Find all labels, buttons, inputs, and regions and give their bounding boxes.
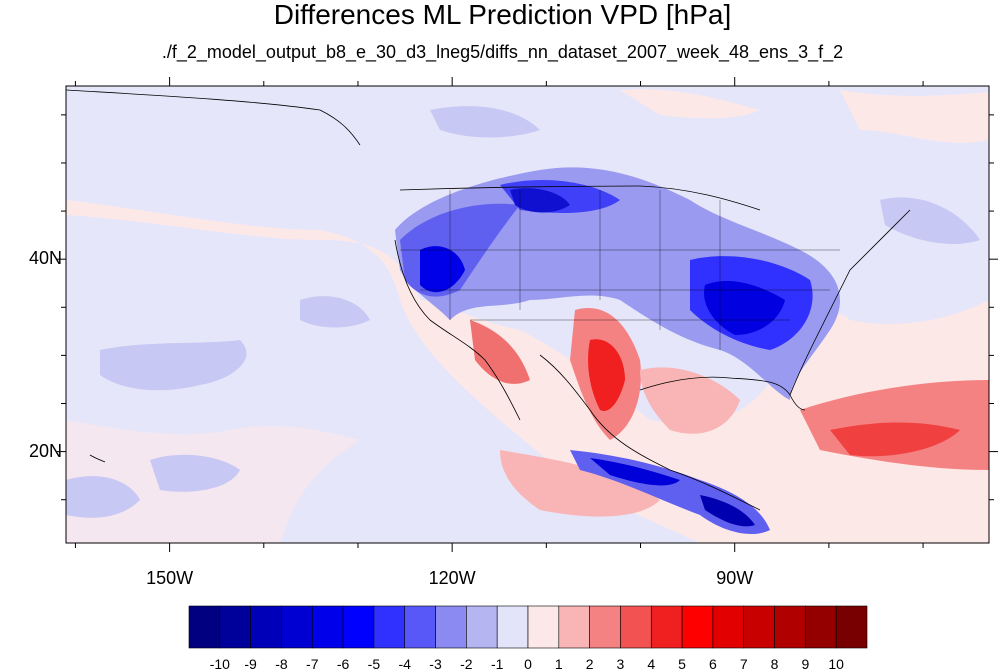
colorbar-swatch (435, 605, 467, 649)
colorbar-label: -10 (209, 656, 230, 672)
colorbar-label: -5 (367, 656, 381, 672)
colorbar-swatch (311, 605, 344, 649)
map-frame (65, 85, 990, 544)
colorbar-label: -8 (275, 656, 288, 672)
colorbar-label: -3 (429, 656, 442, 672)
colorbar-label: 4 (647, 656, 656, 672)
colorbar-swatch (250, 605, 282, 649)
colorbar-label: -9 (244, 656, 257, 672)
colorbar-swatch (712, 605, 745, 649)
colorbar-swatch (404, 605, 436, 649)
colorbar-swatch (589, 605, 621, 649)
colorbar-swatch (835, 605, 868, 649)
map-field (66, 86, 989, 543)
map-subtitle: ./f_2_model_output_b8_e_30_d3_lneg5/diff… (161, 42, 844, 62)
colorbar-swatch (219, 605, 251, 649)
colorbar-swatch (743, 605, 775, 649)
colorbar-swatch (188, 605, 221, 649)
colorbar-swatch (466, 605, 498, 649)
colorbar-label: 10 (828, 656, 844, 672)
colorbar-swatch (650, 605, 683, 649)
positive-anomaly-south (470, 308, 989, 517)
negative-anomaly-central-america (570, 450, 770, 535)
colorbar-swatch (281, 605, 313, 649)
axis-ticks (57, 77, 998, 552)
y-tick-label: 20N (28, 440, 62, 461)
colorbar-label: -4 (398, 656, 411, 672)
colorbar-swatch (805, 605, 837, 649)
x-tick-label: 90W (716, 568, 754, 588)
colorbar-label: 7 (739, 656, 748, 672)
y-tick-label: 40N (28, 248, 62, 269)
colorbar-label: -6 (336, 656, 350, 672)
colorbar-swatch (620, 605, 652, 649)
coastlines (66, 89, 911, 511)
colorbar-swatch (373, 605, 406, 649)
negative-anomaly-us (395, 167, 840, 400)
colorbar-label: -7 (306, 656, 319, 672)
x-tick-label: 120W (428, 568, 476, 588)
x-tick-label: 150W (146, 568, 194, 588)
colorbar-swatch (558, 605, 590, 649)
colorbar (188, 605, 868, 649)
colorbar-label: 8 (770, 656, 779, 672)
colorbar-label: 0 (524, 656, 532, 672)
colorbar-label: 9 (801, 656, 810, 672)
colorbar-swatch (342, 605, 375, 649)
colorbar-swatch (681, 605, 714, 649)
slight-negative-regions (66, 106, 980, 518)
colorbar-label: 6 (709, 656, 717, 672)
colorbar-swatch (774, 605, 806, 649)
colorbar-label: -1 (490, 656, 504, 672)
colorbar-label: -2 (460, 656, 473, 672)
colorbar-label: 5 (678, 656, 686, 672)
colorbar-swatch (527, 605, 560, 649)
map-title: Differences ML Prediction VPD [hPa] (273, 0, 732, 30)
state-borders (400, 190, 840, 350)
colorbar-label: 1 (554, 656, 563, 672)
colorbar-swatch (496, 605, 529, 649)
colorbar-label: 3 (616, 656, 625, 672)
colorbar-label: 2 (585, 656, 594, 672)
